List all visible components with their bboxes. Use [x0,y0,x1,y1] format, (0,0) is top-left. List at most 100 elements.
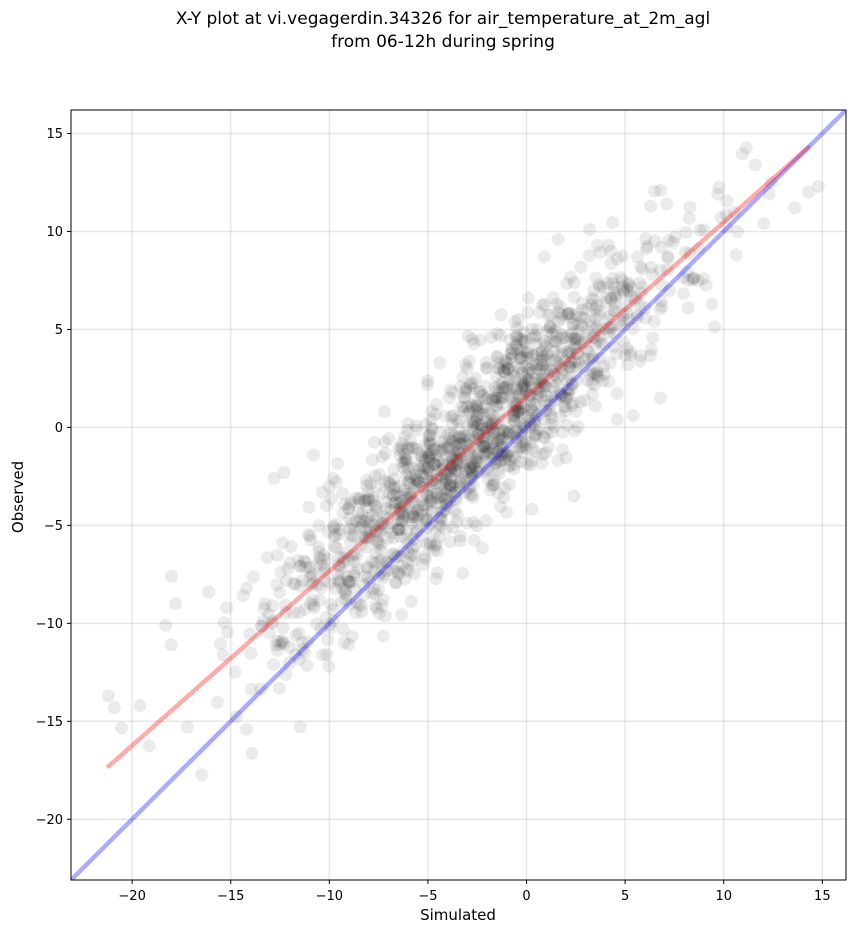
data-point [499,449,513,463]
data-point [400,423,414,437]
data-point [572,355,586,369]
data-point [373,525,387,539]
data-point [466,423,480,437]
data-point [286,606,300,620]
data-point [480,414,494,428]
data-point [382,432,396,446]
data-point [444,461,458,475]
data-point [496,432,510,446]
data-point [362,518,376,532]
data-point [455,400,469,414]
data-point [410,476,424,490]
data-point [374,544,388,558]
data-point [335,595,349,609]
data-point [349,606,363,620]
data-point [351,506,365,520]
data-point [523,388,537,402]
data-point [683,200,697,214]
data-point [560,373,574,387]
data-point [529,337,543,351]
data-point [465,332,479,346]
data-point [486,436,500,450]
data-point [531,390,545,404]
data-point [306,598,320,612]
data-point [355,605,369,619]
data-point [333,550,347,564]
data-point [515,406,529,420]
data-point [458,470,472,484]
data-point [425,404,439,418]
data-point [258,597,272,611]
data-point [590,364,604,378]
data-point [423,494,437,508]
data-point [293,720,307,734]
data-point [644,199,658,213]
data-point [270,634,284,648]
data-point [654,391,668,405]
data-point [384,503,398,517]
data-point [581,373,595,387]
data-point [463,461,477,475]
data-point [678,245,692,259]
data-point [521,409,535,423]
data-point [535,371,549,385]
data-point [480,426,494,440]
data-point [536,358,550,372]
data-point [451,479,465,493]
data-point [270,578,284,592]
data-point [439,499,453,513]
data-point [668,230,682,244]
data-point [389,576,403,590]
data-point [517,378,531,392]
data-point [521,373,535,387]
data-point [394,550,408,564]
data-point [503,445,517,459]
data-point [410,504,424,518]
data-point [359,530,373,544]
data-point [543,407,557,421]
data-point [370,524,384,538]
data-point [476,401,490,415]
data-point [513,441,527,455]
data-point [462,444,476,458]
data-point [427,457,441,471]
data-point [254,682,268,696]
data-point [323,576,337,590]
data-point [587,284,601,298]
data-point [244,646,258,660]
data-point [424,421,438,435]
data-point [312,519,326,533]
data-point [277,465,291,479]
data-point [538,412,552,426]
data-point [481,425,495,439]
data-point [462,354,476,368]
data-point [434,470,448,484]
data-point [592,308,606,322]
data-point [428,496,442,510]
data-point [527,398,541,412]
data-point [590,320,604,334]
data-point [410,442,424,456]
data-point [503,453,517,467]
data-point [460,361,474,375]
data-point [304,578,318,592]
data-point [393,448,407,462]
data-point [378,435,392,449]
data-point [541,347,555,361]
data-point [533,363,547,377]
data-point [257,601,271,615]
data-point [465,466,479,480]
data-point [456,566,470,580]
data-point [450,515,464,529]
data-point [416,558,430,572]
data-point [381,475,395,489]
data-point [581,302,595,316]
data-point [498,381,512,395]
data-point [404,548,418,562]
data-point [284,540,298,554]
data-point [533,376,547,390]
data-point [497,491,511,505]
data-point [334,562,348,576]
data-point [521,351,535,365]
data-point [634,286,648,300]
